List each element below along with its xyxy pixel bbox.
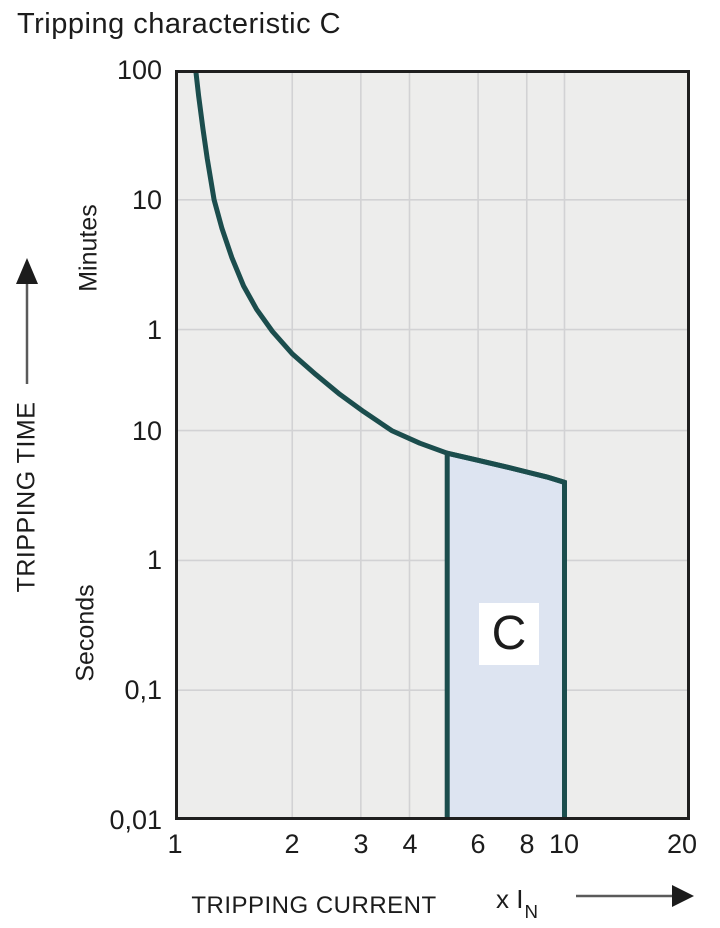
plot-border [175,70,690,820]
y-unit-minutes-label: Minutes [74,204,103,292]
x-axis-right-arrow-icon [576,885,694,907]
y-tick-label: 1 [146,545,162,575]
x-tick-label: 4 [402,829,418,859]
x-tick-label: 8 [519,829,535,859]
plot-background [175,70,690,820]
y-axis-up-arrow-icon [16,258,38,384]
y-tick-label: 0,01 [109,805,162,835]
chart-title: Tripping characteristic C [17,8,342,40]
x-tick-label: 1 [167,829,183,859]
y-tick-label: 100 [116,55,162,85]
y-tick-label: 1 [146,315,162,345]
x-tick-label: 6 [470,829,486,859]
x-unit-prefix: x I [496,884,524,914]
y-axis-label: TRIPPING TIME [12,401,41,593]
x-axis-unit: x IN [496,884,538,923]
y-tick-label: 0,1 [124,675,162,705]
x-tick-label: 2 [284,829,300,859]
tripping-curve [193,70,566,485]
x-axis-label: TRIPPING CURRENT [191,892,437,919]
x-tick-label: 3 [353,829,369,859]
y-unit-seconds-label: Seconds [71,584,100,682]
plot-area: C [175,70,690,820]
y-tick-label: 10 [131,185,162,215]
y-tick-label: 10 [131,416,162,446]
c-region-label: C [479,603,539,665]
x-tick-label: 10 [548,829,580,859]
plot-canvas [175,70,690,820]
gridlines [175,70,690,820]
x-unit-subscript: N [524,901,538,923]
x-tick-label: 20 [666,829,698,859]
